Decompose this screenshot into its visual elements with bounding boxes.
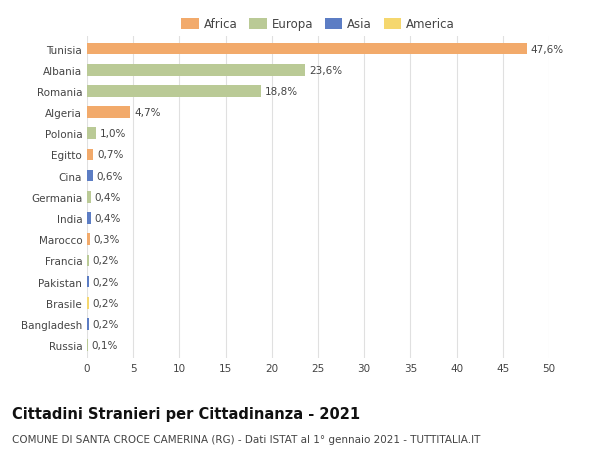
- Text: 4,7%: 4,7%: [134, 108, 161, 118]
- Text: 0,1%: 0,1%: [92, 340, 118, 350]
- Bar: [87, 44, 527, 55]
- Bar: [87, 191, 91, 203]
- Text: 0,4%: 0,4%: [94, 213, 121, 224]
- Bar: [87, 234, 90, 246]
- Text: 0,2%: 0,2%: [92, 256, 119, 266]
- Bar: [87, 170, 92, 182]
- Bar: [87, 65, 305, 76]
- Text: 1,0%: 1,0%: [100, 129, 127, 139]
- Text: COMUNE DI SANTA CROCE CAMERINA (RG) - Dati ISTAT al 1° gennaio 2021 - TUTTITALIA: COMUNE DI SANTA CROCE CAMERINA (RG) - Da…: [12, 434, 481, 444]
- Text: 0,3%: 0,3%: [94, 235, 120, 245]
- Text: 0,2%: 0,2%: [92, 277, 119, 287]
- Text: 0,6%: 0,6%: [96, 171, 122, 181]
- Text: 23,6%: 23,6%: [309, 66, 342, 76]
- Text: Cittadini Stranieri per Cittadinanza - 2021: Cittadini Stranieri per Cittadinanza - 2…: [12, 406, 360, 421]
- Text: 0,2%: 0,2%: [92, 298, 119, 308]
- Bar: [87, 297, 89, 309]
- Text: 0,4%: 0,4%: [94, 192, 121, 202]
- Bar: [87, 255, 89, 267]
- Bar: [87, 149, 94, 161]
- Bar: [87, 340, 88, 351]
- Bar: [87, 107, 130, 118]
- Text: 0,2%: 0,2%: [92, 319, 119, 329]
- Bar: [87, 128, 96, 140]
- Text: 0,7%: 0,7%: [97, 150, 124, 160]
- Text: 18,8%: 18,8%: [265, 87, 298, 97]
- Bar: [87, 319, 89, 330]
- Bar: [87, 86, 261, 97]
- Text: 47,6%: 47,6%: [530, 45, 563, 55]
- Bar: [87, 276, 89, 288]
- Legend: Africa, Europa, Asia, America: Africa, Europa, Asia, America: [176, 14, 460, 36]
- Bar: [87, 213, 91, 224]
